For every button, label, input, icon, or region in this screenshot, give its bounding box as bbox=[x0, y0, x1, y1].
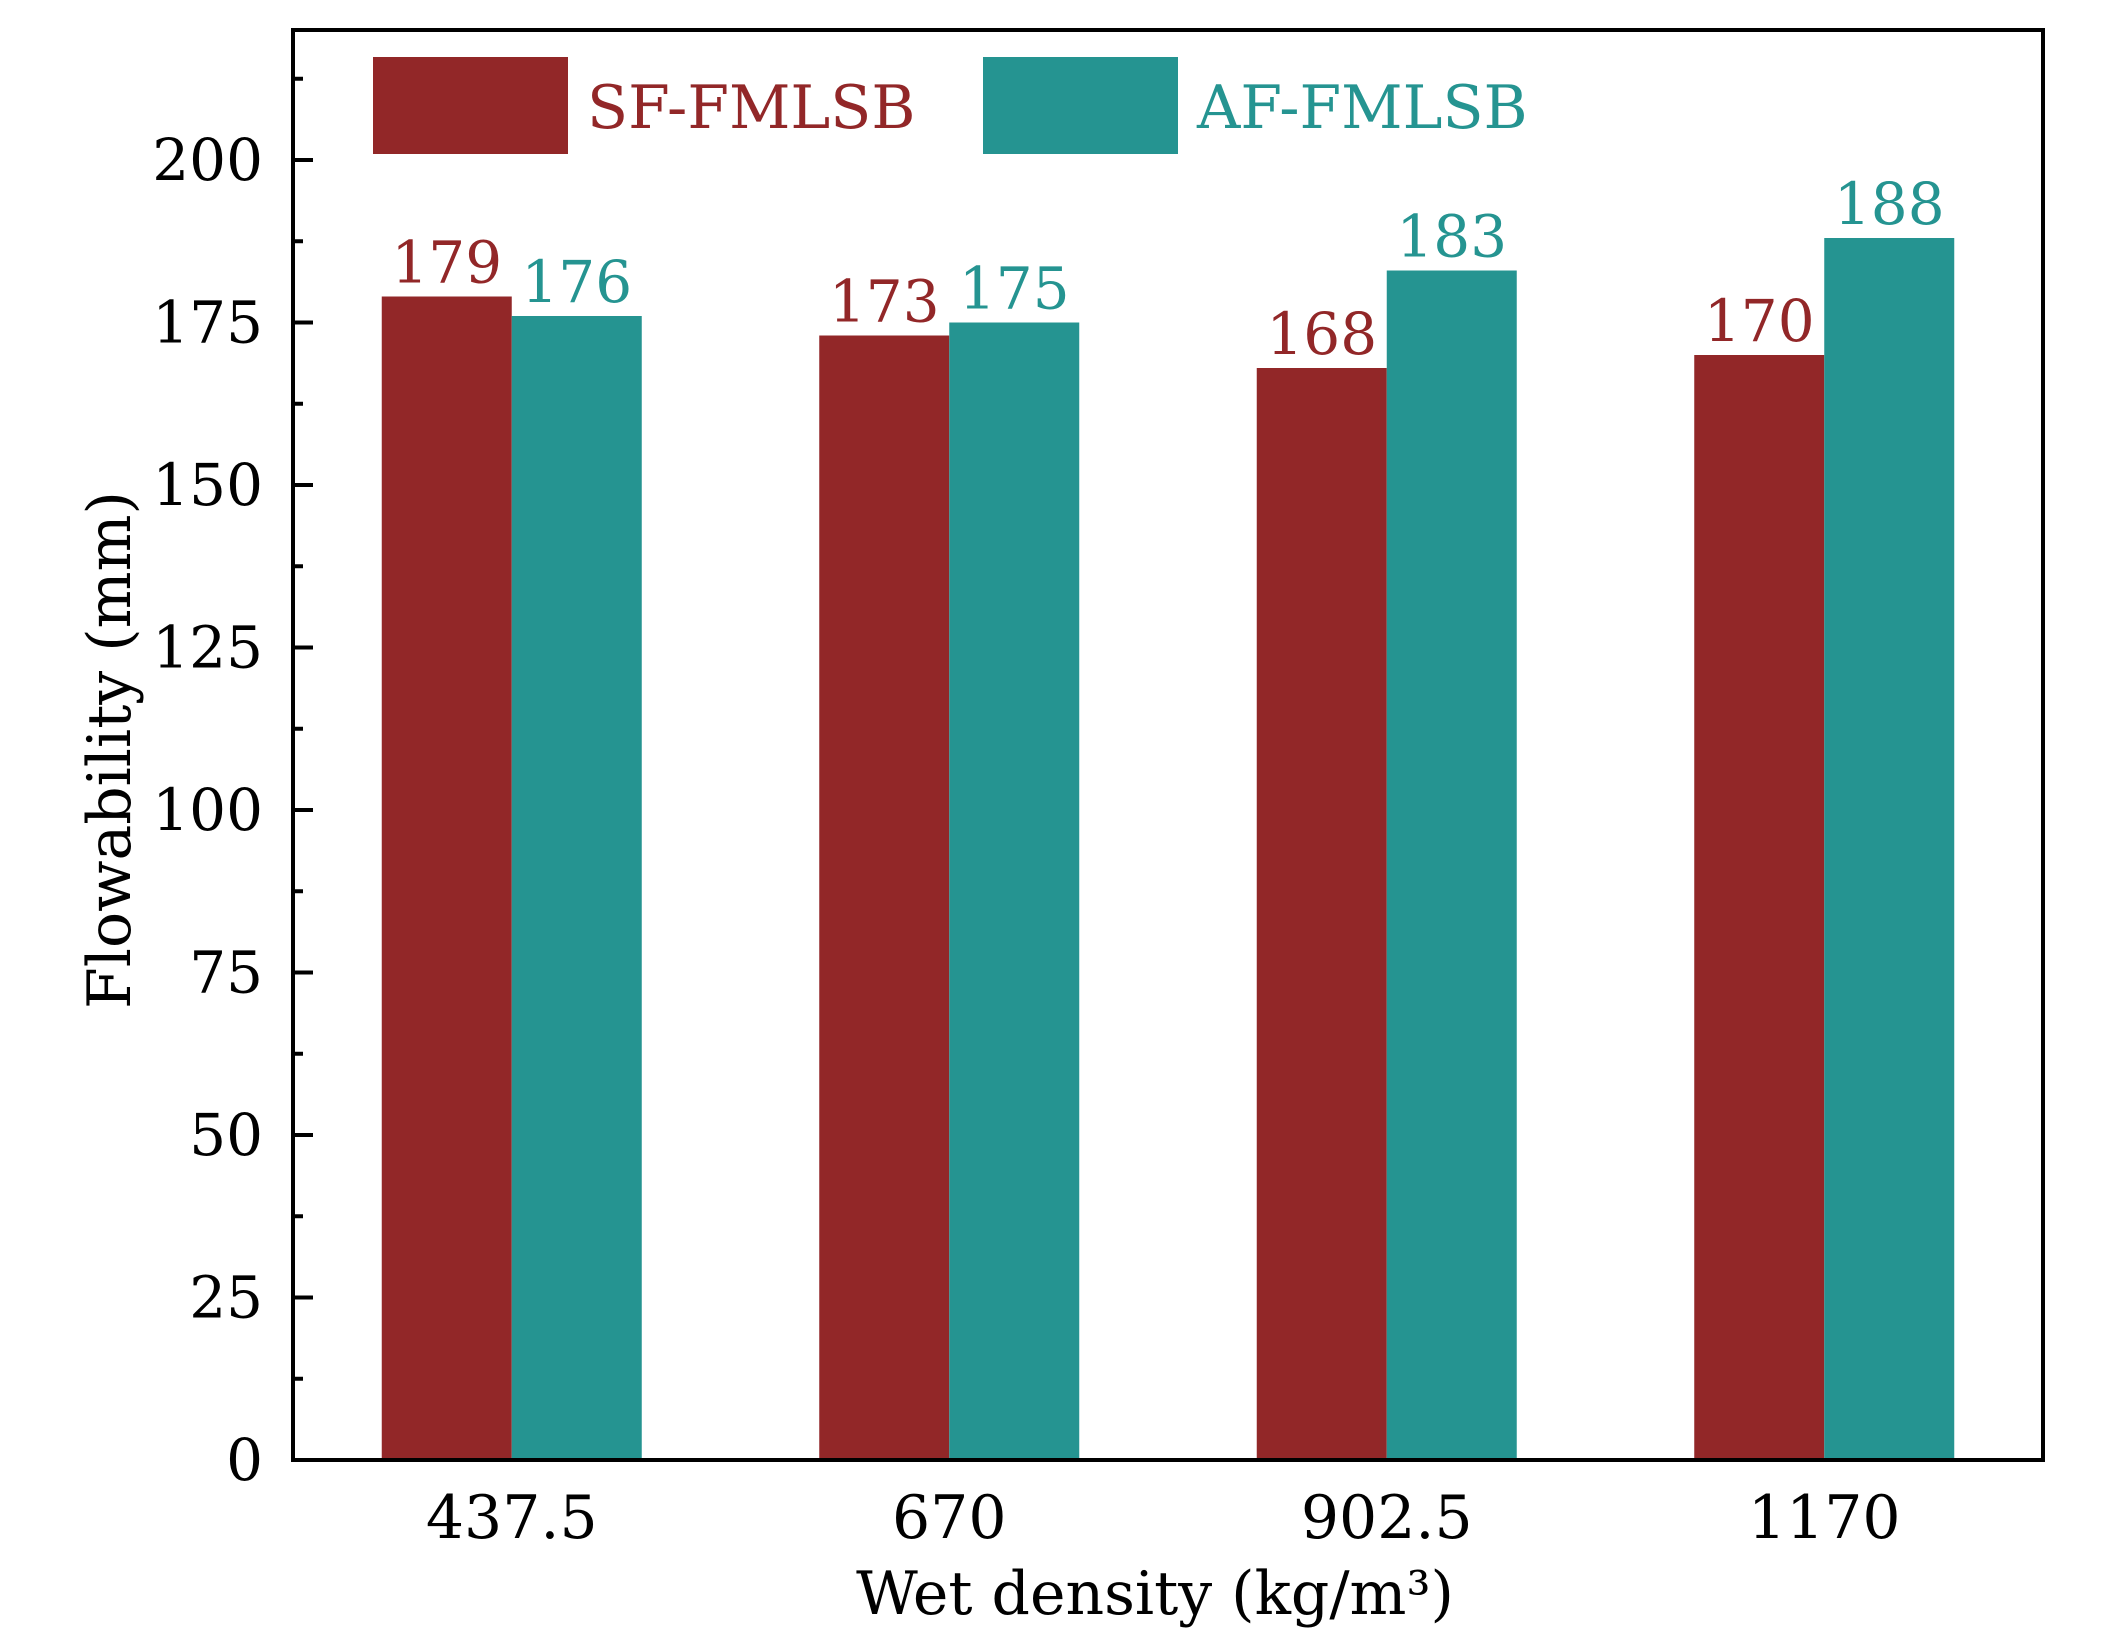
bar-sf-fmlsb-670 bbox=[819, 335, 950, 1460]
y-tick-label-75: 75 bbox=[189, 939, 263, 1007]
legend-swatch-sf-fmlsb bbox=[373, 57, 568, 154]
x-tick-label-902.5: 902.5 bbox=[1301, 1483, 1473, 1553]
data-label-sf-fmlsb-670: 173 bbox=[829, 268, 940, 336]
data-label-sf-fmlsb-437.5: 179 bbox=[391, 229, 502, 297]
data-label-af-fmlsb-437.5: 176 bbox=[521, 248, 632, 316]
bar-sf-fmlsb-902.5 bbox=[1256, 368, 1387, 1460]
value-labels-layer: 179 176 173 175 168 183 170 188 bbox=[391, 170, 1944, 368]
bars-layer bbox=[381, 238, 1955, 1460]
y-tick-label-25: 25 bbox=[189, 1264, 263, 1332]
legend-label-af-fmlsb: AF-FMLSB bbox=[1196, 73, 1528, 143]
data-label-af-fmlsb-670: 175 bbox=[959, 255, 1070, 323]
y-tick-label-100: 100 bbox=[152, 776, 263, 844]
data-label-af-fmlsb-1170: 188 bbox=[1834, 170, 1945, 238]
legend-swatch-af-fmlsb bbox=[983, 57, 1178, 154]
bar-sf-fmlsb-437.5 bbox=[381, 296, 512, 1460]
y-tick-label-50: 50 bbox=[189, 1101, 263, 1169]
data-label-sf-fmlsb-902.5: 168 bbox=[1266, 300, 1377, 368]
y-tick-label-175: 175 bbox=[152, 289, 263, 357]
bar-sf-fmlsb-1170 bbox=[1694, 355, 1825, 1460]
x-tick-label-1170: 1170 bbox=[1748, 1483, 1901, 1553]
y-tick-label-150: 150 bbox=[152, 451, 263, 519]
y-tick-label-0: 0 bbox=[226, 1426, 263, 1494]
bar-af-fmlsb-1170 bbox=[1824, 238, 1955, 1460]
data-label-af-fmlsb-902.5: 183 bbox=[1396, 203, 1507, 271]
bar-af-fmlsb-437.5 bbox=[511, 316, 642, 1460]
x-tick-label-437.5: 437.5 bbox=[426, 1483, 598, 1553]
plot-frame bbox=[291, 28, 2045, 1462]
bar-af-fmlsb-670 bbox=[949, 322, 1080, 1460]
x-tick-label-670: 670 bbox=[892, 1483, 1007, 1553]
y-tick-label-200: 200 bbox=[152, 126, 263, 194]
bar-af-fmlsb-902.5 bbox=[1386, 270, 1517, 1460]
legend-label-sf-fmlsb: SF-FMLSB bbox=[587, 73, 915, 143]
data-label-sf-fmlsb-1170: 170 bbox=[1704, 287, 1815, 355]
y-axis-title: Flowability (mm) bbox=[75, 491, 145, 1009]
axes-layer: 437.5 670 902.5 1170 0 25 50 75 100 125 150 175 200 bbox=[152, 28, 2045, 1553]
x-axis-title: Wet density (kg/m³) bbox=[856, 1559, 1454, 1629]
y-tick-label-125: 125 bbox=[152, 614, 263, 682]
legend: SF-FMLSB AF-FMLSB bbox=[373, 57, 1528, 154]
